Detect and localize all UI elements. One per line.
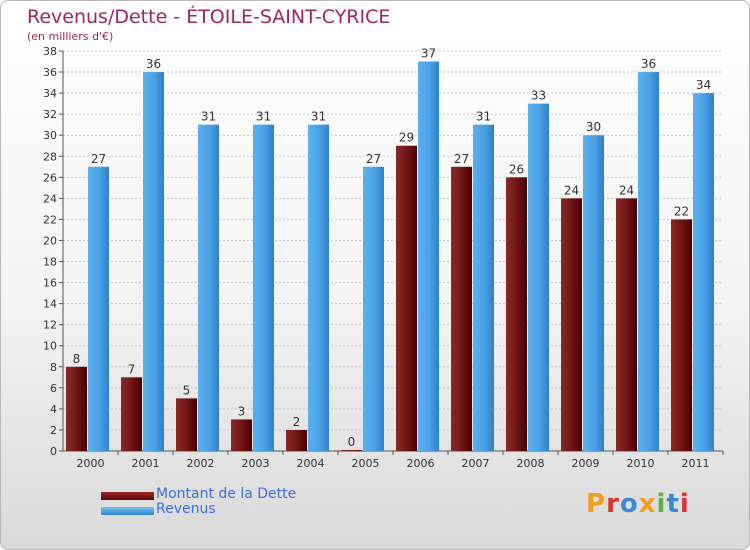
data-label: 29 [399,131,414,145]
x-tick-label: 2009 [572,457,600,470]
y-tick-label: 28 [43,150,57,163]
y-tick-label: 22 [43,213,57,226]
data-label: 24 [619,183,634,197]
logo-letter: x [638,489,657,519]
legend-swatch-dette [101,492,154,500]
chart-title: Revenus/Dette - ÉTOILE-SAINT-CYRICE [27,6,391,28]
data-label: 33 [531,89,546,103]
data-label: 30 [586,120,601,134]
bar-revenus [143,72,164,451]
logo-letter: t [666,489,680,519]
legend-swatch-revenus [101,507,154,515]
y-tick-label: 0 [50,445,57,458]
bar-revenus [473,124,494,452]
data-label: 22 [674,204,689,218]
proxiti-logo: Proxiti [586,489,690,519]
data-label: 26 [509,162,524,176]
data-label: 7 [128,362,136,376]
data-label: 24 [564,183,579,197]
data-label: 31 [476,110,491,124]
bar-dette [671,219,692,451]
y-tick-label: 30 [43,129,57,142]
y-tick-label: 10 [43,340,57,353]
logo-letter: i [679,489,690,519]
bar-revenus [583,135,604,452]
y-tick-label: 18 [43,256,57,269]
x-tick-label: 2003 [242,457,270,470]
bar-dette [616,198,637,451]
x-tick-label: 2001 [132,457,160,470]
x-tick-label: 2004 [297,457,325,470]
bar-revenus [363,166,384,451]
bar-dette [561,198,582,451]
bar-dette [66,366,87,451]
data-label: 36 [641,57,656,71]
bar-revenus [693,93,714,452]
data-label: 8 [73,352,81,366]
y-tick-label: 14 [43,298,57,311]
legend-label-dette: Montant de la Dette [156,486,297,502]
bar-revenus [308,124,329,452]
data-label: 5 [183,383,191,397]
data-label: 0 [348,435,356,449]
logo-letter: r [606,489,620,519]
x-tick-label: 2006 [407,457,435,470]
y-tick-label: 4 [50,403,57,416]
bar-dette [341,450,362,451]
y-tick-label: 6 [50,382,57,395]
bar-revenus [198,124,219,452]
y-tick-label: 8 [50,361,57,374]
x-tick-label: 2010 [627,457,655,470]
bar-dette [286,429,307,451]
logo-letter: i [656,489,667,519]
logo-letter: o [619,489,639,519]
y-tick-label: 38 [43,45,57,58]
data-label: 31 [256,110,271,124]
bar-revenus [253,124,274,452]
logo-letter: P [586,489,607,519]
y-tick-label: 34 [43,87,57,100]
x-tick-label: 2011 [682,457,710,470]
x-tick-label: 2005 [352,457,380,470]
bar-revenus [528,103,549,451]
data-label: 34 [696,78,711,92]
bar-dette [451,166,472,451]
data-label: 27 [454,152,469,166]
data-label: 27 [91,152,106,166]
y-tick-label: 26 [43,171,57,184]
data-label: 36 [146,57,161,71]
bar-dette [176,398,197,451]
y-tick-label: 16 [43,277,57,290]
legend-label-revenus: Revenus [156,501,216,517]
bar-dette [506,177,527,451]
data-label: 31 [311,110,326,124]
y-tick-label: 32 [43,108,57,121]
x-tick-label: 2007 [462,457,490,470]
bar-revenus [638,72,659,451]
y-tick-label: 12 [43,319,57,332]
data-label: 27 [366,152,381,166]
y-tick-label: 24 [43,192,57,205]
y-tick-label: 36 [43,66,57,79]
data-label: 3 [238,404,246,418]
chart-subtitle: (en milliers d'€) [27,30,114,43]
bar-revenus [418,61,439,452]
data-label: 31 [201,110,216,124]
y-tick-label: 20 [43,234,57,247]
y-tick-label: 2 [50,424,57,437]
bar-dette [396,145,417,451]
x-tick-label: 2008 [517,457,545,470]
x-tick-label: 2000 [77,457,105,470]
data-label: 2 [293,415,301,429]
bar-revenus [88,166,109,451]
data-label: 37 [421,47,436,61]
bar-dette [231,419,252,451]
bar-dette [121,377,142,451]
x-tick-label: 2002 [187,457,215,470]
